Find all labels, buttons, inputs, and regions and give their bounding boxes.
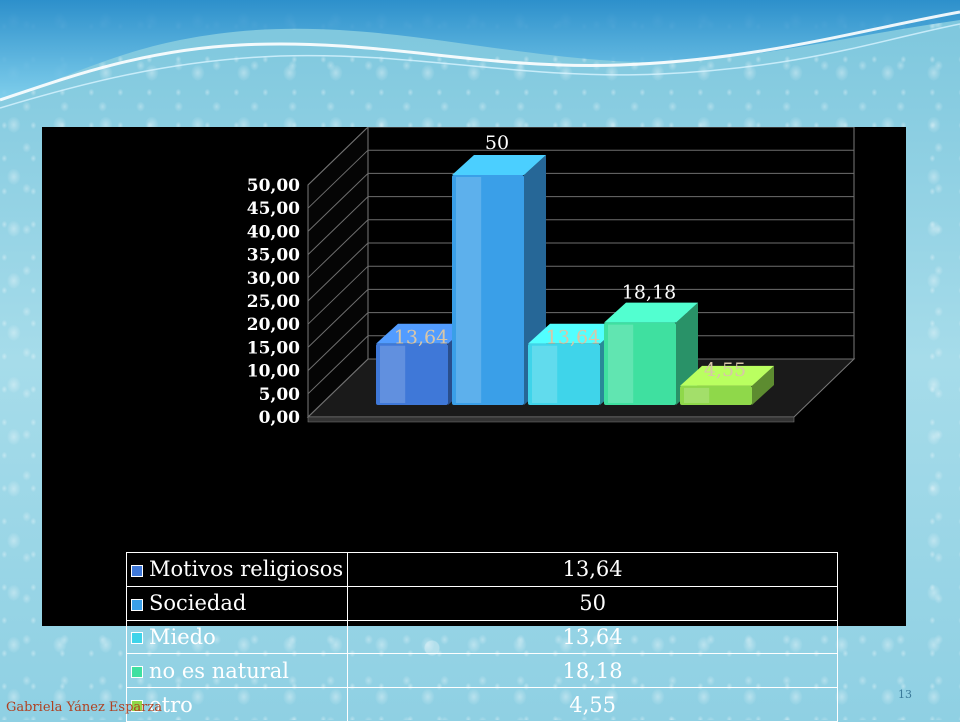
legend-swatch: [131, 598, 143, 611]
table-value: 4,55: [347, 687, 838, 722]
gridline: [307, 172, 854, 232]
table-series-name: Sociedad: [125, 585, 349, 621]
bar-highlight: [608, 324, 634, 403]
bar-side: [752, 365, 774, 405]
gridline: [307, 219, 854, 279]
y-tick-label: 40,00: [247, 222, 300, 242]
legend-swatch: [131, 666, 143, 679]
bar-top: [604, 302, 698, 323]
table-series-name: Motivos religiosos: [125, 552, 349, 587]
y-tick-label: 5,00: [259, 385, 301, 405]
bar-top: [452, 155, 546, 175]
bar-top: [528, 323, 622, 344]
chart-panel: 0,00 5,00 10,00 15,00 20,00 25,00 30,00 35,00 40…: [42, 127, 906, 722]
top-wave-decoration: [0, 0, 960, 109]
bar-top: [376, 323, 470, 344]
bar: [452, 175, 524, 405]
table-row: no es natural 18,18: [125, 653, 838, 689]
bar: [376, 343, 448, 405]
table-row: Miedo 13,64: [125, 619, 838, 655]
gridline: [307, 288, 854, 348]
table-value: 50: [347, 585, 838, 621]
data-label: 13,64: [394, 327, 448, 349]
y-tick-label: 35,00: [247, 246, 300, 266]
bar-highlight: [532, 345, 558, 403]
table-series-name: no es natural: [125, 653, 349, 689]
table-row: otro 4,55: [125, 687, 838, 722]
bar: [680, 385, 752, 405]
y-tick-label: 45,00: [247, 199, 300, 219]
data-label: 18,18: [622, 282, 676, 304]
legend-swatch: [131, 564, 143, 577]
data-table: Motivos religiosos 13,64 Sociedad 50 Miedo 13…: [125, 552, 838, 722]
legend-label: otro: [149, 692, 193, 717]
table-value: 18,18: [347, 653, 838, 689]
gridline: [307, 265, 854, 325]
data-label: 50: [485, 132, 509, 154]
y-tick-label: 50,00: [247, 176, 300, 196]
page-number: 13: [898, 688, 912, 701]
bar-highlight: [456, 177, 482, 403]
gridline: [307, 127, 854, 186]
legend-label: no es natural: [149, 658, 290, 683]
bar: [604, 322, 676, 405]
table-value: 13,64: [347, 552, 838, 587]
gridline: [307, 149, 854, 209]
chart-floor-front: [307, 416, 795, 423]
footer-author: Gabriela Yánez Esparza: [6, 700, 162, 715]
table-value: 13,64: [347, 619, 838, 655]
bar-highlight: [380, 345, 406, 403]
y-tick-label: 0,00: [259, 408, 301, 428]
bar-chart: 0,00 5,00 10,00 15,00 20,00 25,00 30,00 35,00 40…: [247, 127, 856, 428]
y-tick-label: 15,00: [247, 338, 300, 358]
table-series-name: Miedo: [125, 619, 349, 655]
bar-highlight: [684, 387, 710, 403]
y-tick-label: 25,00: [247, 292, 300, 312]
data-label: 4,55: [704, 359, 746, 381]
legend-label: Miedo: [149, 624, 216, 649]
legend-label: Motivos religiosos: [149, 557, 344, 582]
table-row: Sociedad 50: [125, 585, 838, 621]
data-label: 13,64: [546, 327, 600, 349]
bar: [528, 343, 600, 405]
gridline: [307, 242, 854, 302]
legend-label: Sociedad: [149, 591, 247, 616]
y-tick-label: 30,00: [247, 269, 300, 289]
bar-top: [680, 365, 774, 386]
y-tick-label: 10,00: [247, 362, 300, 382]
table-row: Motivos religiosos 13,64: [125, 552, 838, 587]
gridline: [307, 196, 854, 255]
y-tick-label: 20,00: [247, 315, 300, 335]
legend-swatch: [131, 632, 143, 645]
legend-swatch: [131, 700, 143, 713]
